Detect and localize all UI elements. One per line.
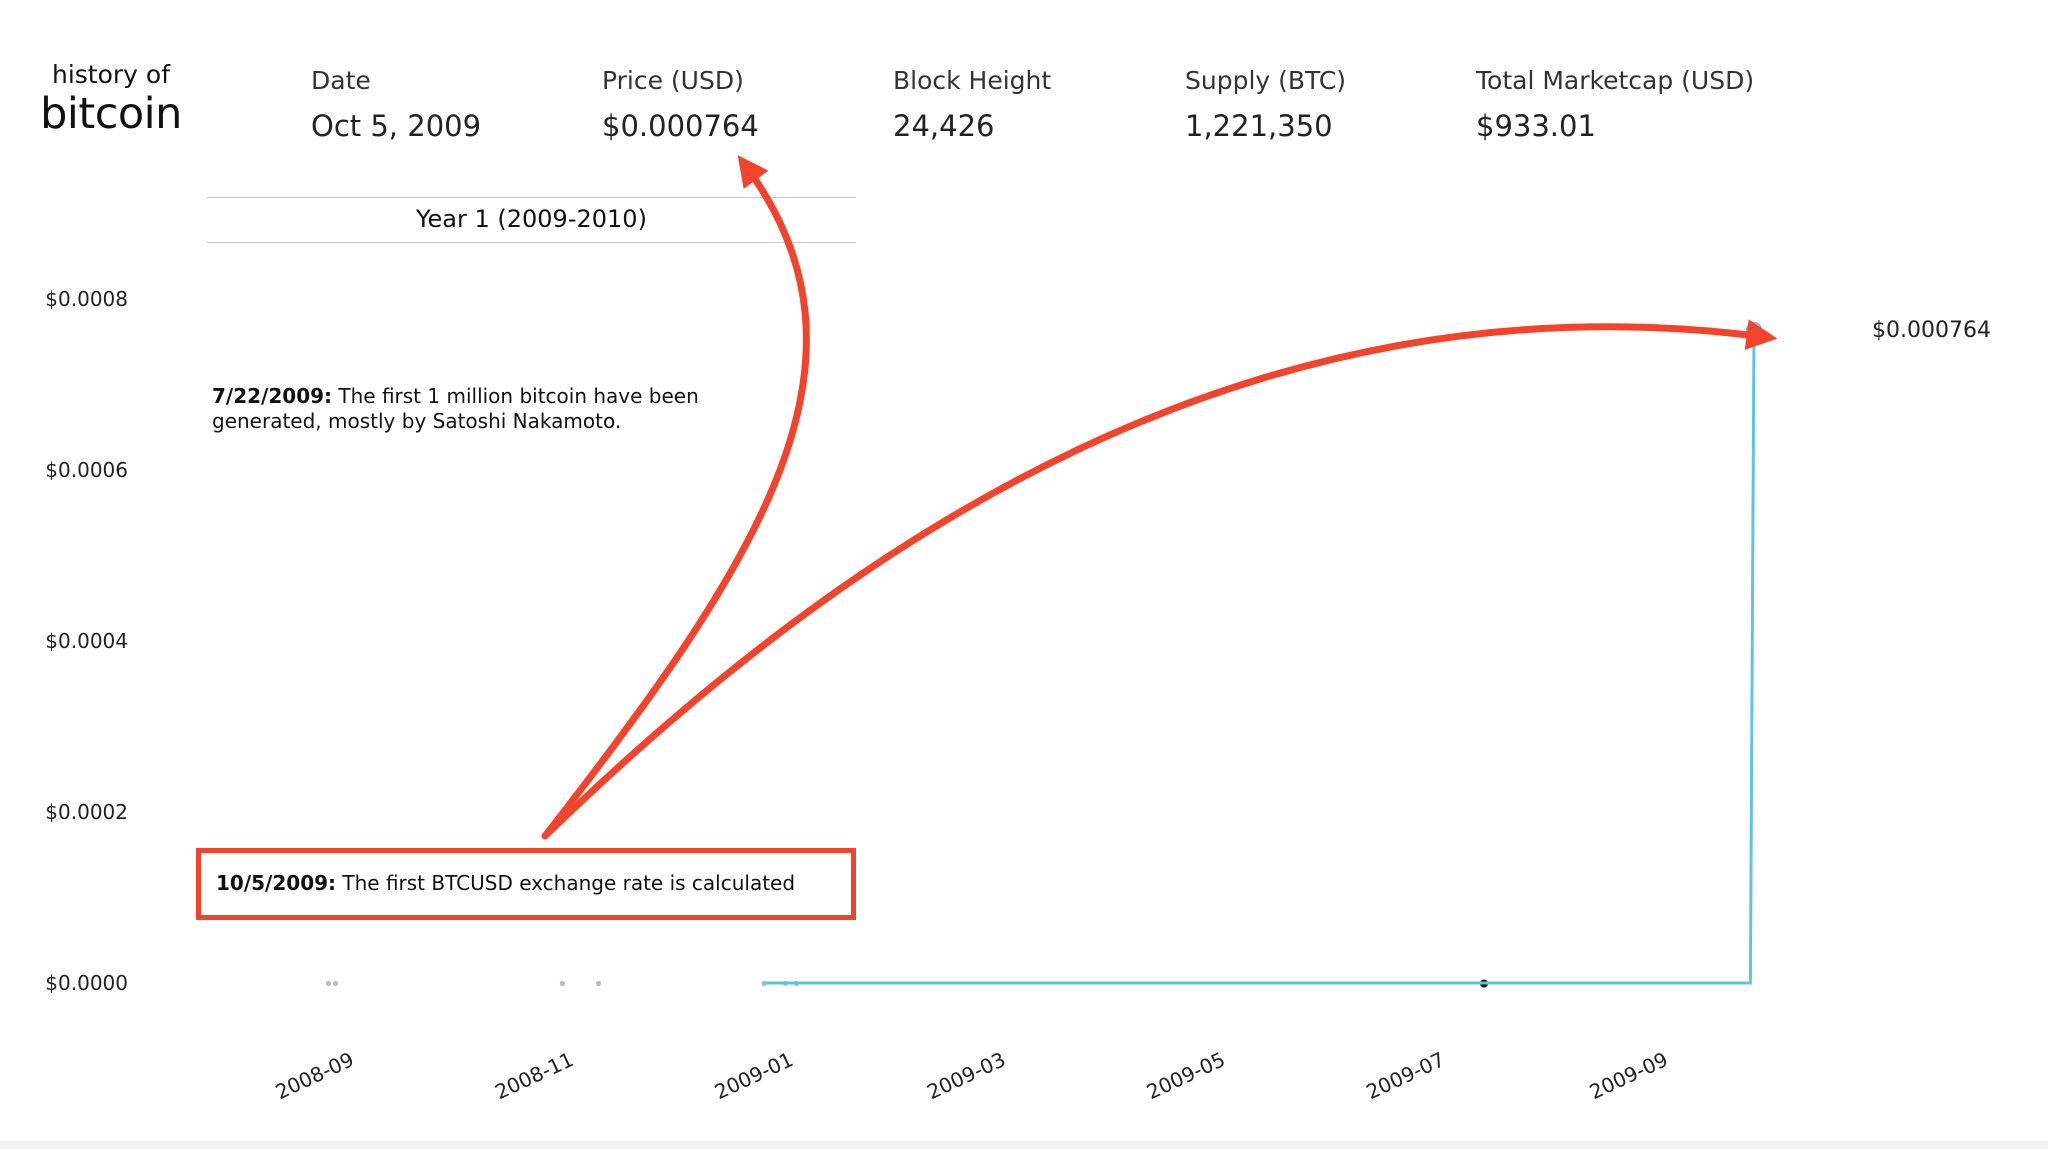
bottom-scrollbar-area xyxy=(0,1141,2048,1149)
y-tick-label-3: $0.0006 xyxy=(45,458,128,482)
stat-price-label: Price (USD) xyxy=(602,66,744,95)
stat-marketcap: Total Marketcap (USD) $933.01 xyxy=(1476,66,1754,143)
logo-line-big: bitcoin xyxy=(40,89,182,139)
y-tick-label-1: $0.0002 xyxy=(45,800,128,824)
highlight-box: 10/5/2009: The first BTCUSD exchange rat… xyxy=(196,848,856,920)
stat-date-label: Date xyxy=(311,66,371,95)
stat-price-value: $0.000764 xyxy=(602,109,759,143)
y-tick-label-0: $0.0000 xyxy=(45,971,128,995)
y-tick-label-2: $0.0004 xyxy=(45,629,128,653)
stat-marketcap-label: Total Marketcap (USD) xyxy=(1476,66,1755,95)
annotation-first-million-text: The first 1 million bitcoin have been xyxy=(338,384,699,408)
annotation-exchange-rate-text: The first BTCUSD exchange rate is calcul… xyxy=(342,871,796,895)
y-axis: $0.0000 $0.0002 $0.0004 $0.0006 $0.0008 xyxy=(45,287,128,995)
annotation-first-million-text2: generated, mostly by Satoshi Nakamoto. xyxy=(212,409,622,433)
end-value-label: $0.000764 xyxy=(1872,318,1991,343)
stat-date-value: Oct 5, 2009 xyxy=(311,109,482,143)
stat-supply-value: 1,221,350 xyxy=(1185,109,1333,143)
stat-date: Date Oct 5, 2009 xyxy=(311,66,481,143)
stat-block-height-label: Block Height xyxy=(893,66,1052,95)
event-marker-0 xyxy=(325,980,331,987)
stat-price: Price (USD) $0.000764 xyxy=(602,66,759,143)
arrow-to-datapoint xyxy=(541,319,1778,840)
annotation-exchange-rate: 10/5/2009: The first BTCUSD exchange rat… xyxy=(216,871,795,896)
x-tick-label-3: 2009-03 xyxy=(923,1047,1009,1104)
stat-supply: Supply (BTC) 1,221,350 xyxy=(1185,66,1346,143)
x-tick-label-6: 2009-09 xyxy=(1586,1047,1672,1104)
x-tick-label-0: 2008-09 xyxy=(272,1047,358,1104)
x-tick-label-2: 2009-01 xyxy=(711,1047,797,1104)
end-label-layer: $0.000764 xyxy=(1872,318,1991,343)
event-marker-1 xyxy=(333,980,339,987)
logo-line-small: history of xyxy=(51,60,171,89)
arrow-to-price xyxy=(541,155,810,840)
annotation-first-million: 7/22/2009: The first 1 million bitcoin h… xyxy=(212,384,699,434)
series-line-0 xyxy=(764,329,1756,985)
x-axis: 2008-09 2008-11 2009-01 2009-03 2009-05 2009-… xyxy=(272,1047,1672,1104)
event-marker-3 xyxy=(595,980,602,987)
stat-block-height-value: 24,426 xyxy=(893,109,995,143)
stat-marketcap-value: $933.01 xyxy=(1476,109,1596,143)
annotation-exchange-rate-date: 10/5/2009: xyxy=(216,871,337,895)
x-tick-label-1: 2008-11 xyxy=(491,1047,577,1104)
series-layer xyxy=(764,321,1762,985)
x-tick-label-4: 2009-05 xyxy=(1143,1047,1229,1104)
y-tick-label-4: $0.0008 xyxy=(45,287,128,311)
annotation-first-million-date: 7/22/2009: xyxy=(212,384,333,408)
x-tick-label-5: 2009-07 xyxy=(1362,1047,1448,1104)
history-of-bitcoin-logo: history of bitcoin xyxy=(36,62,186,136)
stat-block-height: Block Height 24,426 xyxy=(893,66,1051,143)
event-marker-2 xyxy=(559,980,566,987)
stat-supply-label: Supply (BTC) xyxy=(1185,66,1347,95)
callout-arrows xyxy=(541,155,1778,840)
era-band: Year 1 (2009-2010) xyxy=(207,197,856,243)
